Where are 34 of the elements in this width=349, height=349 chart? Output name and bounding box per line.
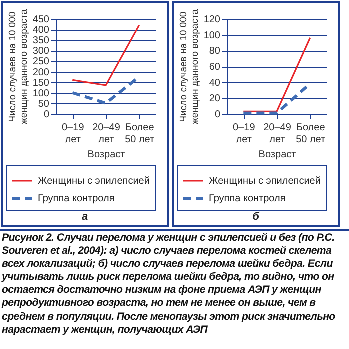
y-tick-label: 200	[32, 67, 50, 78]
x-tick-label: Более 50 лет	[296, 122, 326, 146]
y-tick-label: 0	[44, 110, 50, 120]
legend-label: Женщины с эпилепсией	[38, 176, 150, 187]
x-axis-title: Возраст	[88, 150, 126, 160]
y-tick-label: 120	[204, 14, 221, 26]
y-tick-label: 150	[32, 78, 50, 89]
y-tick-label: 40	[209, 78, 221, 89]
legend-label: Группа контроля	[38, 194, 115, 204]
y-tick-label: 80	[209, 46, 221, 58]
text: а	[80, 211, 90, 223]
x-tick-label: 0–19 лет	[62, 122, 85, 146]
x-tick-label: 20–49 лет	[92, 122, 121, 146]
text: Рисунок 2. Случаи перелома у женщин с эпилепсией и без (по P.C. Souveren et al., 2004): а) число случаев перелома костей скелета всех локализаций; б) число случаев перелома шейки бедра. Если учитывать лишь риск перелома шейки бедра, то видно, что он остается достаточно низким на фоне приема АЭП у женщин репродуктивного возраста, но тем не менее он выше, чем в среднем в популяции. После менопаузы этот риск значительно нарастает у женщин, получающих АЭП	[2, 232, 348, 337]
y-axis-title: Число случаев на 10 000 женщин данного возраста	[7, 8, 30, 124]
text: б	[252, 211, 261, 223]
y-tick-label: 20	[209, 94, 221, 105]
legend-label: Группа контроля	[209, 194, 286, 204]
y-tick-label: 350	[32, 36, 50, 47]
y-axis-title: Число случаев на 10 000 женщин данного возраста	[178, 8, 201, 124]
y-tick-label: 0	[214, 110, 221, 120]
x-tick-label: Более 50 лет	[125, 122, 156, 146]
y-tick-label: 450	[32, 14, 50, 26]
y-tick-label: 250	[32, 56, 50, 68]
y-tick-label: 60	[209, 62, 221, 73]
x-axis-title: Возраст	[258, 150, 297, 160]
x-tick-label: 0–19 лет	[233, 122, 256, 146]
y-tick-label: 100	[32, 88, 50, 100]
y-tick-label: 300	[32, 46, 50, 58]
x-tick-label: 20–49 лет	[264, 122, 292, 146]
y-tick-label: 100	[204, 30, 221, 42]
y-tick-label: 400	[32, 25, 50, 36]
y-tick-label: 50	[38, 98, 50, 110]
legend-label: Женщины с эпилепсией	[209, 176, 321, 187]
